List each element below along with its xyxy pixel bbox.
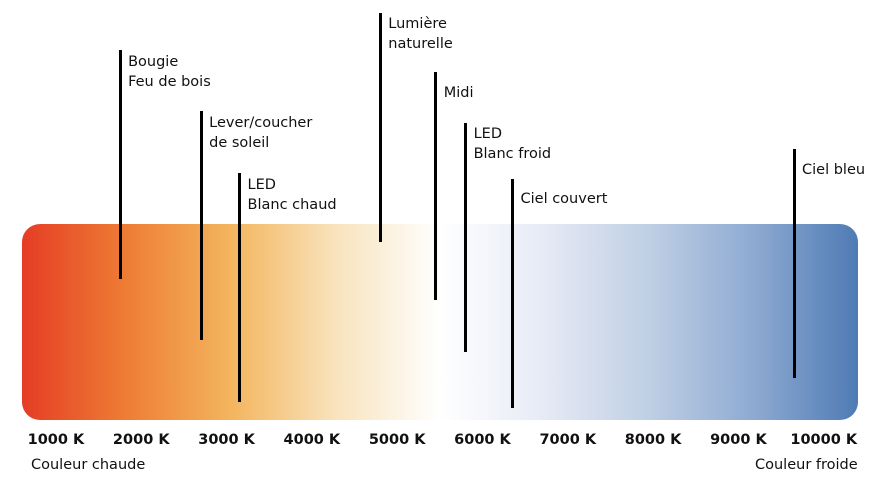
tick-label: 5000 K (368, 432, 426, 448)
marker-label-ciel-bleu: Ciel bleu (802, 162, 866, 178)
marker-label-lumiere-naturelle: Lumière naturelle (388, 16, 453, 52)
marker-label-led-blanc-froid: LED Blanc froid (473, 126, 552, 162)
marker-line-led-blanc-chaud (238, 173, 242, 402)
marker-line-led-blanc-froid (464, 123, 468, 352)
marker-label-midi: Midi (443, 85, 474, 101)
tick-label: 7000 K (539, 432, 597, 448)
temperature-axis: 1000 K 2000 K 3000 K 4000 K 5000 K 6000 … (0, 432, 880, 452)
marker-label-ciel-couvert: Ciel couvert (520, 191, 608, 207)
marker-line-bougie (118, 50, 122, 279)
marker-label-led-blanc-chaud: LED Blanc chaud (247, 177, 337, 213)
warm-color-caption: Couleur chaude (31, 457, 146, 473)
tick-label: 9000 K (710, 432, 767, 448)
marker-line-lever-coucher (199, 111, 203, 340)
marker-line-midi (434, 72, 438, 300)
marker-line-lumiere-naturelle (378, 13, 382, 242)
tick-label: 1000 K (27, 432, 85, 448)
tick-label: 4000 K (283, 432, 341, 448)
tick-label: 2000 K (112, 432, 170, 448)
color-temperature-bar (22, 224, 858, 420)
marker-label-bougie: Bougie Feu de bois (128, 54, 211, 90)
tick-label: 6000 K (454, 432, 511, 448)
marker-line-ciel-couvert (511, 179, 514, 408)
marker-line-ciel-bleu (792, 149, 796, 378)
cold-color-caption: Couleur froide (755, 457, 858, 473)
tick-label: 10000 K (790, 432, 858, 448)
tick-label: 3000 K (198, 432, 255, 448)
tick-label: 8000 K (624, 432, 682, 448)
marker-label-lever-coucher: Lever/coucher de soleil (209, 115, 313, 151)
